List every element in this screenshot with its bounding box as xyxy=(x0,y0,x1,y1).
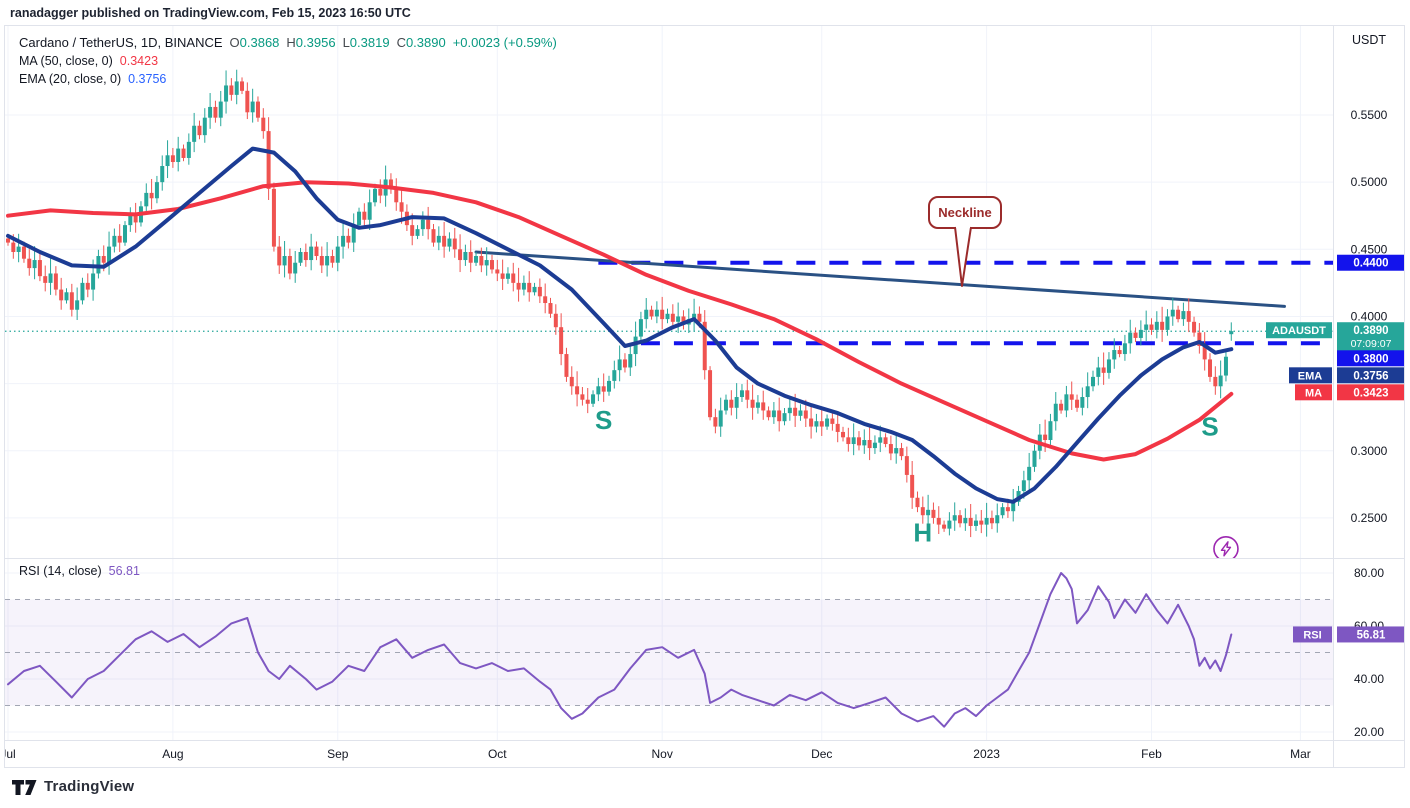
ema20-line[interactable] xyxy=(6,146,1234,504)
ma-value: 0.3423 xyxy=(119,54,159,68)
rsi-value-badge: 56.81 xyxy=(1337,626,1404,643)
pattern-label-h[interactable]: H xyxy=(913,518,932,548)
time-axis[interactable]: Jul Aug Sep Oct Nov Dec 2023 Feb Mar xyxy=(5,747,1311,761)
ma-legend-row[interactable]: MA (50, close, 0) 0.3423 xyxy=(19,54,159,68)
svg-text:Neckline: Neckline xyxy=(938,205,991,220)
svg-text:EMA: EMA xyxy=(1298,370,1323,382)
svg-text:Feb: Feb xyxy=(1141,747,1162,761)
svg-text:MA: MA xyxy=(1305,387,1322,399)
price-pane[interactable]: S H S Neckline xyxy=(5,69,1333,561)
open-value: 0.3868 xyxy=(239,35,280,50)
svg-text:Jul: Jul xyxy=(5,747,16,761)
change-value: +0.0023 (+0.59%) xyxy=(452,35,557,50)
svg-text:Aug: Aug xyxy=(162,747,183,761)
symbol-ohlc-row: Cardano / TetherUS, 1D, BINANCE O0.3868 H0… xyxy=(19,35,557,50)
neckline-trendline[interactable] xyxy=(474,250,1286,308)
chart-widget: S H S Neckline USDT 0.5500 0.5000 0.4500 0.4000 0… xyxy=(4,25,1405,768)
svg-text:Nov: Nov xyxy=(652,747,673,761)
svg-text:0.3890: 0.3890 xyxy=(1353,325,1388,337)
svg-text:0.3000: 0.3000 xyxy=(1351,444,1388,458)
svg-text:2023: 2023 xyxy=(973,747,1000,761)
symbol-title: Cardano / TetherUS, 1D, BINANCE xyxy=(19,35,223,50)
level-0-38-badge: 0.3800 xyxy=(1337,350,1404,367)
ema-value-badge: 0.3756 xyxy=(1337,367,1404,384)
low-value: 0.3819 xyxy=(349,35,390,50)
tradingview-logo-icon xyxy=(12,780,37,795)
svg-text:Mar: Mar xyxy=(1290,747,1311,761)
close-value: 0.3890 xyxy=(405,35,446,50)
pattern-label-s[interactable]: S xyxy=(595,405,612,435)
ma50-line[interactable] xyxy=(6,180,1234,462)
published-attribution: ranadagger published on TradingView.com,… xyxy=(10,6,411,20)
svg-text:0.4500: 0.4500 xyxy=(1351,242,1388,256)
neckline-callout[interactable]: Neckline xyxy=(928,196,1002,287)
ema-tag-badge: EMA xyxy=(1289,367,1332,384)
rsi-legend-row[interactable]: RSI (14, close) 56.81 xyxy=(19,564,140,578)
svg-text:0.3423: 0.3423 xyxy=(1353,387,1388,399)
rsi-value: 56.81 xyxy=(108,564,140,578)
rsi-pane[interactable] xyxy=(7,572,1233,728)
tradingview-footer[interactable]: TradingView xyxy=(12,776,134,796)
svg-text:40.00: 40.00 xyxy=(1354,672,1384,686)
rsi-line xyxy=(7,572,1233,728)
svg-text:0.4400: 0.4400 xyxy=(1353,258,1388,270)
svg-text:ADAUSDT: ADAUSDT xyxy=(1272,325,1326,337)
svg-text:Dec: Dec xyxy=(811,747,832,761)
svg-text:56.81: 56.81 xyxy=(1357,629,1386,641)
svg-text:0.3756: 0.3756 xyxy=(1353,370,1388,382)
symbol-tag-badge: ADAUSDT xyxy=(1266,322,1332,339)
svg-text:80.00: 80.00 xyxy=(1354,566,1384,580)
chart-legend[interactable]: Cardano / TetherUS, 1D, BINANCE O0.3868 H0… xyxy=(19,34,557,88)
candles-layer xyxy=(6,69,1234,538)
svg-text:0.3800: 0.3800 xyxy=(1353,353,1388,365)
svg-text:0.5500: 0.5500 xyxy=(1351,108,1388,122)
svg-text:20.00: 20.00 xyxy=(1354,725,1384,739)
ema-legend-row[interactable]: EMA (20, close, 0) 0.3756 xyxy=(19,72,167,86)
ma-value-badge: 0.3423 xyxy=(1337,384,1404,401)
svg-text:0.2500: 0.2500 xyxy=(1351,511,1388,525)
svg-text:RSI: RSI xyxy=(1303,629,1321,641)
lightning-icon[interactable] xyxy=(1213,535,1239,561)
svg-text:0.4000: 0.4000 xyxy=(1351,309,1388,323)
high-value: 0.3956 xyxy=(295,35,336,50)
pattern-label-s[interactable]: S xyxy=(1201,412,1218,442)
svg-text:Sep: Sep xyxy=(327,747,349,761)
ema-value: 0.3756 xyxy=(128,72,167,86)
axis-currency-label: USDT xyxy=(1352,33,1386,47)
svg-text:0.5000: 0.5000 xyxy=(1351,175,1388,189)
bar-countdown: 07:09:07 xyxy=(1351,338,1392,350)
level-0-44-badge: 0.4400 xyxy=(1337,254,1404,271)
rsi-tag-badge: RSI xyxy=(1293,626,1332,643)
chart-canvas[interactable]: SHSNecklineUSDT0.55000.50000.45000.40000… xyxy=(5,26,1405,768)
pane-separators xyxy=(5,26,1404,767)
ma-tag-badge: MA xyxy=(1295,384,1332,401)
tradingview-brand-text: TradingView xyxy=(44,777,135,795)
svg-text:Oct: Oct xyxy=(488,747,507,761)
